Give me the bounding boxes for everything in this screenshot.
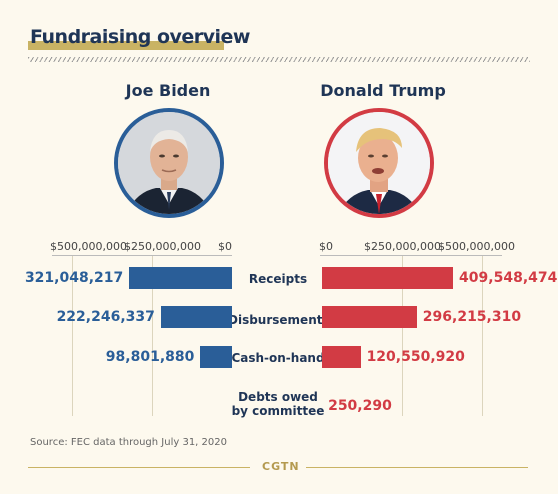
grid-line-left: [152, 256, 153, 416]
candidate-name-biden: Joe Biden: [125, 81, 211, 100]
value-label-trump: 409,548,474: [459, 270, 558, 286]
footer-line-left: [28, 467, 250, 468]
value-label-trump: 296,215,310: [422, 309, 522, 325]
category-label-line: Debts owed: [238, 390, 318, 404]
axis-line-left: [52, 255, 232, 256]
title-underline: [28, 41, 224, 50]
bar-biden: [200, 346, 232, 368]
value-label-trump: 250,290: [328, 398, 392, 414]
category-label: Receipts: [228, 272, 328, 286]
brand-logo: CGTN: [262, 460, 300, 473]
portrait-trump-illustration: [328, 112, 430, 214]
axis-tick-left-0: $0: [218, 240, 232, 253]
portrait-biden: [114, 108, 224, 218]
axis-tick-right-250m: $250,000,000: [364, 240, 441, 253]
grid-line-right: [402, 256, 403, 416]
bar-trump: [322, 346, 361, 368]
axis-tick-left-250m: $250,000,000: [124, 240, 201, 253]
bar-biden: [129, 267, 232, 289]
axis-tick-left-500m: $500,000,000: [50, 240, 127, 253]
axis-line-right: [320, 255, 502, 256]
hatch-divider: [28, 57, 530, 62]
axis-tick-right-500m: $500,000,000: [438, 240, 515, 253]
category-label: Debts owed by committee: [228, 390, 328, 418]
portrait-biden-illustration: [118, 112, 220, 214]
grid-line-left: [72, 256, 73, 416]
category-label-line: by committee: [231, 404, 325, 418]
category-label-line: Cash-on-hand: [231, 351, 325, 365]
value-label-biden: 321,048,217: [24, 270, 124, 286]
bar-trump: [322, 267, 454, 289]
bar-biden: [160, 306, 232, 328]
category-label: Disbursements: [228, 313, 330, 327]
value-label-biden: 222,246,337: [56, 309, 155, 325]
category-label-line: Disbursements: [228, 313, 330, 327]
axis-tick-right-0: $0: [319, 240, 333, 253]
value-label-biden: 98,801,880: [105, 349, 195, 365]
page-title: Fundraising overview: [30, 26, 251, 48]
category-label: Cash-on-hand: [228, 351, 328, 365]
candidate-name-trump: Donald Trump: [320, 81, 446, 100]
bar-trump: [322, 306, 417, 328]
portrait-trump: [324, 108, 434, 218]
category-label-line: Receipts: [248, 272, 308, 286]
source-note: Source: FEC data through July 31, 2020: [30, 437, 227, 448]
value-label-trump: 120,550,920: [366, 349, 465, 365]
footer-line-right: [306, 467, 528, 468]
grid-line-right: [482, 256, 483, 416]
